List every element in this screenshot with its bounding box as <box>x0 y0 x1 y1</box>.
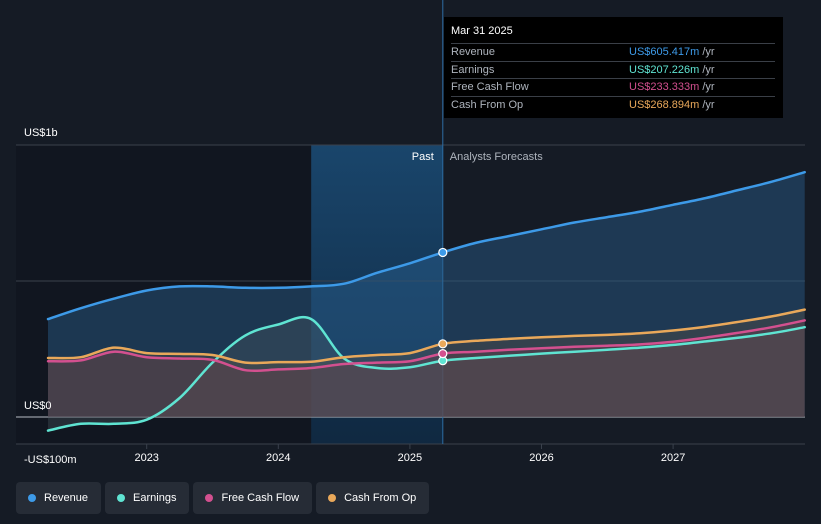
forecast-label: Analysts Forecasts <box>450 151 543 163</box>
tooltip-row: Free Cash Flow US$233.333m/yr <box>451 78 775 96</box>
tooltip-row-name: Earnings <box>451 63 495 76</box>
tooltip-row-unit: /yr <box>702 46 715 58</box>
tooltip-row-unit: /yr <box>702 98 715 111</box>
tooltip-row-name: Free Cash Flow <box>451 81 529 93</box>
free-cash-flow-line <box>46 319 806 373</box>
tooltip-row-unit: /yr <box>702 81 715 93</box>
y-axis-label: US$1b <box>24 127 58 139</box>
legend-label: Earnings <box>133 492 177 504</box>
revenue-area <box>48 172 805 417</box>
tooltip-row-value: US$233.333m <box>629 81 700 93</box>
y-axis-label: US$0 <box>24 400 52 412</box>
past-region <box>16 145 312 444</box>
legend-item-revenue[interactable]: Revenue <box>16 482 102 514</box>
past-label: Past <box>412 151 434 163</box>
tooltip-row: Revenue US$605.417m/yr <box>451 43 775 61</box>
revenue-line <box>46 170 806 321</box>
tooltip-row-name: Revenue <box>451 46 496 58</box>
x-tick-label: 2023 <box>134 452 158 464</box>
legend-dot-icon <box>328 494 337 502</box>
legend-item-cash-from-op[interactable]: Cash From Op <box>316 482 430 514</box>
legend-dot-icon <box>28 494 36 502</box>
earnings-line <box>46 315 806 432</box>
x-tick-label: 2026 <box>529 452 553 464</box>
x-tick-label: 2025 <box>398 452 422 464</box>
earnings-area <box>48 317 805 431</box>
highlight-region <box>311 145 443 444</box>
cash-from-op-marker <box>438 339 448 349</box>
x-tick-label: 2024 <box>266 452 290 464</box>
tooltip-row: Cash From Op US$268.894m/yr <box>451 95 775 114</box>
legend-dot-icon <box>117 494 126 502</box>
x-tick-label: 2027 <box>661 452 685 464</box>
tooltip-row: Earnings US$207.226m/yr <box>451 60 775 79</box>
y-axis-label: -US$100m <box>24 454 77 466</box>
tooltip: Mar 31 2025 Revenue US$605.417m/yr Earning… <box>444 17 783 118</box>
tooltip-row-value: US$605.417m <box>629 46 700 58</box>
legend-label: Revenue <box>44 492 89 504</box>
tooltip-row-name: Cash From Op <box>451 98 524 111</box>
cash-from-op-line <box>46 308 806 365</box>
legend-label: Free Cash Flow <box>221 492 300 504</box>
legend: Revenue Earnings Free Cash Flow Cash From O… <box>16 482 430 514</box>
legend-item-free-cash-flow[interactable]: Free Cash Flow <box>193 482 313 514</box>
chart: US$1b US$0 -US$100m 2023 2024 2025 2026 2027 Pas… <box>16 0 806 466</box>
tooltip-row-value: US$207.226m <box>629 63 700 76</box>
legend-item-earnings[interactable]: Earnings <box>105 482 190 514</box>
tooltip-row-unit: /yr <box>702 63 715 76</box>
tooltip-row-value: US$268.894m <box>629 98 700 111</box>
tooltip-date: Mar 31 2025 <box>451 25 513 37</box>
free-cash-flow-area <box>48 320 805 417</box>
revenue-marker <box>438 247 448 258</box>
legend-dot-icon <box>205 494 214 502</box>
free-cash-flow-marker <box>438 349 448 359</box>
legend-label: Cash From Op <box>344 492 417 504</box>
